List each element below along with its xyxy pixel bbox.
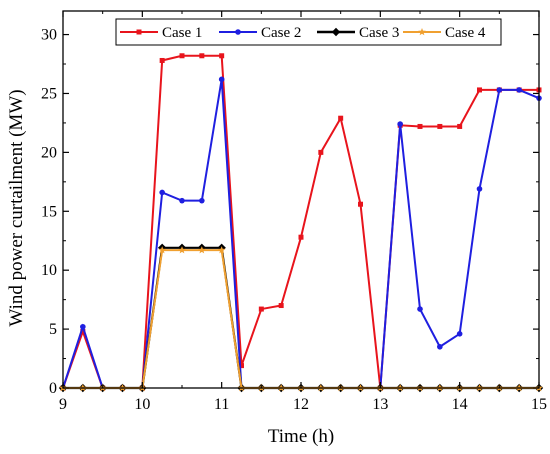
data-point (358, 201, 363, 207)
x-tick-label: 15 (531, 396, 547, 413)
data-point (417, 123, 423, 129)
legend-swatch-marker (136, 29, 142, 35)
data-point (80, 323, 86, 330)
y-tick-label: 25 (41, 85, 57, 102)
data-point (437, 343, 443, 350)
data-point (278, 303, 284, 309)
series-4 (59, 246, 543, 392)
legend: Case 1 Case 2 Case 3 Case 4 (115, 18, 502, 46)
data-point (338, 115, 344, 121)
axes-layer: 9 10 11 12 13 14 15 0 5 10 15 20 25 30 (41, 10, 547, 413)
y-tick-label: 15 (41, 203, 57, 220)
y-tick-label: 0 (49, 380, 57, 397)
data-point (456, 331, 463, 337)
legend-item-1: Case 1 (120, 25, 202, 41)
x-tick-label: 14 (452, 396, 468, 413)
data-point (219, 53, 225, 59)
data-point (159, 189, 165, 196)
data-point (258, 306, 264, 312)
legend-swatch-marker (331, 27, 341, 37)
data-point (199, 53, 205, 59)
data-point (239, 363, 244, 369)
x-axis-title: Time (h) (268, 426, 334, 447)
series-line (62, 54, 539, 389)
x-tick-label: 9 (59, 396, 67, 413)
data-point (198, 246, 206, 254)
y-tick-label: 5 (49, 321, 57, 338)
x-tick-label: 10 (134, 396, 150, 413)
series-3 (58, 243, 544, 393)
legend-swatch-marker (418, 28, 426, 36)
data-point (217, 246, 226, 254)
data-point (298, 234, 304, 240)
legend-label: Case 2 (261, 25, 301, 41)
legend-item-2: Case 2 (219, 25, 301, 41)
y-tick-label: 30 (41, 27, 57, 44)
data-point (80, 328, 86, 334)
data-point (199, 197, 205, 204)
data-point (397, 121, 403, 127)
legend-label: Case 3 (359, 25, 399, 41)
y-tick-label: 10 (41, 262, 57, 279)
series-1 (60, 53, 542, 391)
x-tick-label: 13 (372, 396, 388, 413)
plot-layer (58, 53, 544, 393)
legend-swatch-marker (235, 29, 241, 35)
plot-frame (62, 10, 540, 389)
legend-item-4: Case 4 (403, 25, 486, 41)
data-point (318, 149, 324, 155)
legend-label: Case 1 (162, 25, 202, 41)
data-point (159, 57, 165, 63)
data-point (218, 76, 225, 83)
y-tick-label: 20 (41, 144, 57, 161)
data-point (516, 87, 522, 93)
data-point (158, 246, 166, 254)
data-point (437, 123, 443, 129)
legend-label: Case 4 (445, 25, 486, 41)
legend-item-3: Case 3 (317, 25, 399, 41)
data-point (179, 53, 185, 59)
data-point (477, 87, 482, 93)
data-point (496, 87, 503, 93)
data-point (178, 246, 186, 254)
x-tick-label: 12 (293, 396, 309, 413)
y-axis-title: Wind power curtailment (MW) (6, 89, 27, 326)
data-point (457, 123, 463, 129)
data-point (476, 186, 483, 192)
data-point (179, 197, 185, 204)
data-point (417, 306, 423, 312)
x-tick-label: 11 (214, 396, 229, 413)
